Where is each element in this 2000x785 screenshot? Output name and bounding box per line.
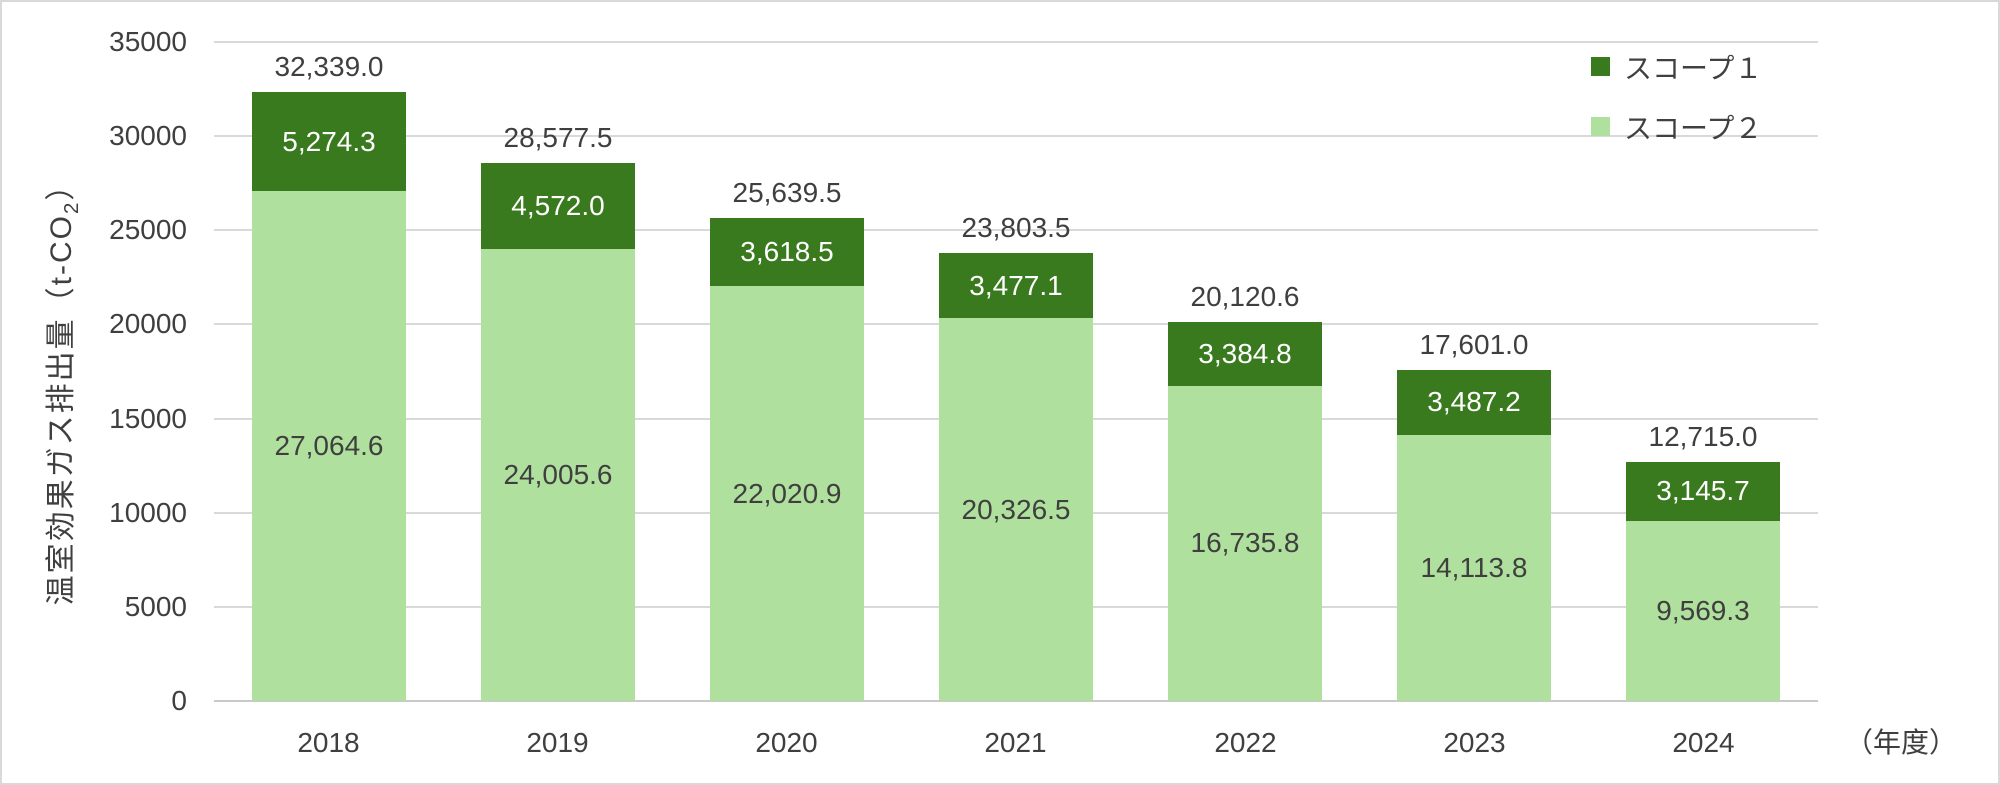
scope2-value-label-2024: 9,569.3 <box>1656 594 1750 626</box>
x-tick-label-2019: 2019 <box>526 727 589 758</box>
total-value-label-2019: 28,577.5 <box>503 122 613 153</box>
bar-segment-scope1-2021: 3,477.1 <box>939 252 1093 319</box>
x-tick-label-2022: 2022 <box>1214 727 1277 758</box>
x-tick-label-2018: 2018 <box>297 727 360 758</box>
scope2-value-label-2020: 22,020.9 <box>732 477 842 509</box>
legend-label-scope2: スコープ２ <box>1624 112 1763 144</box>
bar-segment-scope1-2023: 3,487.2 <box>1397 369 1551 436</box>
bar-segment-scope1-2020: 3,618.5 <box>710 218 864 287</box>
gridline-30000 <box>214 135 1818 137</box>
scope1-value-label-2024: 3,145.7 <box>1656 475 1750 507</box>
y-tick-label-15000: 15000 <box>109 403 187 434</box>
scope1-value-label-2020: 3,618.5 <box>740 236 834 268</box>
scope1-value-label-2019: 4,572.0 <box>511 189 605 221</box>
bar-segment-scope2-2022: 16,735.8 <box>1168 385 1322 701</box>
y-axis-title-close: ） <box>45 168 78 201</box>
bar-segment-scope2-2023: 14,113.8 <box>1397 435 1551 701</box>
y-tick-label-10000: 10000 <box>109 497 187 528</box>
bar-segment-scope2-2018: 27,064.6 <box>252 191 406 701</box>
scope1-value-label-2018: 5,274.3 <box>282 125 376 157</box>
y-tick-label-5000: 5000 <box>124 591 187 622</box>
total-value-label-2021: 23,803.5 <box>961 212 1071 243</box>
y-tick-label-30000: 30000 <box>109 120 187 151</box>
y-axis-title-subscript: 2 <box>61 200 83 215</box>
x-tick-label-2021: 2021 <box>984 727 1047 758</box>
total-value-label-2024: 12,715.0 <box>1648 421 1758 452</box>
gridline-35000 <box>214 41 1818 43</box>
scope2-value-label-2023: 14,113.8 <box>1420 552 1528 584</box>
scope2-value-label-2021: 20,326.5 <box>961 493 1071 525</box>
legend-label-scope1: スコープ１ <box>1624 52 1763 84</box>
gridline-25000 <box>214 229 1818 231</box>
scope2-value-label-2019: 24,005.6 <box>503 458 613 490</box>
scope1-value-label-2023: 3,487.2 <box>1427 386 1521 418</box>
bar-segment-scope2-2021: 20,326.5 <box>939 318 1093 701</box>
y-tick-label-25000: 25000 <box>109 214 187 245</box>
scope2-value-label-2022: 16,735.8 <box>1190 527 1300 559</box>
bar-segment-scope1-2019: 4,572.0 <box>481 162 635 249</box>
legend-item-scope1: スコープ１ <box>1591 53 1762 84</box>
scope2-value-label-2018: 27,064.6 <box>274 430 384 462</box>
legend: スコープ１ スコープ２ <box>1591 53 1762 177</box>
x-tick-label-2024: 2024 <box>1672 727 1735 758</box>
bar-segment-scope1-2024: 3,145.7 <box>1626 461 1780 521</box>
x-tick-label-2023: 2023 <box>1443 727 1506 758</box>
total-value-label-2022: 20,120.6 <box>1190 281 1300 312</box>
y-tick-label-20000: 20000 <box>109 308 187 339</box>
bar-segment-scope2-2024: 9,569.3 <box>1626 520 1780 701</box>
bar-segment-scope2-2019: 24,005.6 <box>481 249 635 701</box>
y-tick-label-0: 0 <box>171 685 187 716</box>
total-value-label-2018: 32,339.0 <box>274 51 384 82</box>
scope1-color-swatch <box>1591 57 1610 76</box>
total-value-label-2023: 17,601.0 <box>1419 329 1529 360</box>
x-axis-line <box>214 700 1818 702</box>
scope1-value-label-2021: 3,477.1 <box>969 269 1063 301</box>
y-tick-label-35000: 35000 <box>109 26 187 57</box>
x-tick-label-2020: 2020 <box>755 727 818 758</box>
bar-segment-scope1-2022: 3,384.8 <box>1168 322 1322 386</box>
bar-segment-scope1-2018: 5,274.3 <box>252 92 406 192</box>
scope2-color-swatch <box>1591 117 1610 136</box>
legend-item-scope2: スコープ２ <box>1591 113 1762 144</box>
bar-segment-scope2-2020: 22,020.9 <box>710 286 864 701</box>
total-value-label-2020: 25,639.5 <box>732 177 842 208</box>
scope1-value-label-2022: 3,384.8 <box>1198 338 1292 370</box>
x-axis-unit-label: （年度） <box>1845 727 1958 758</box>
